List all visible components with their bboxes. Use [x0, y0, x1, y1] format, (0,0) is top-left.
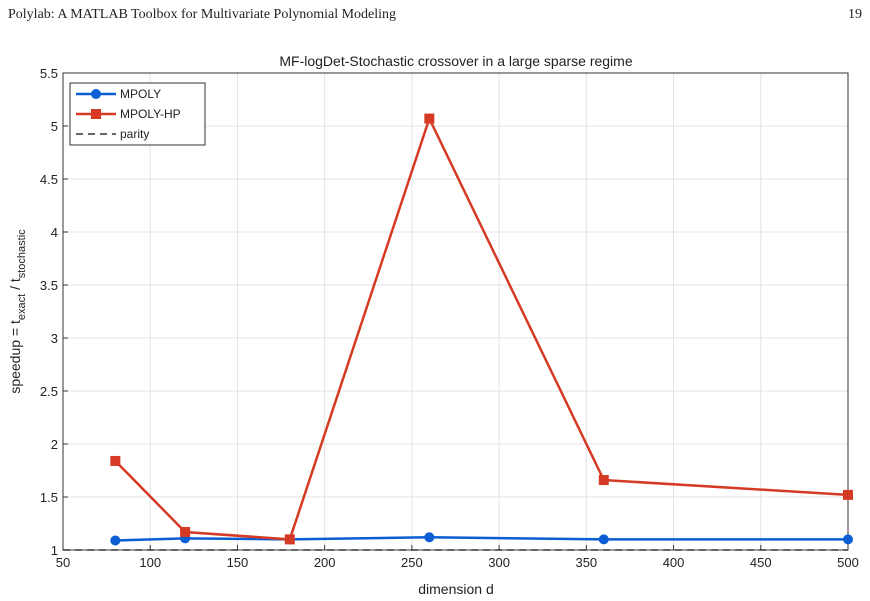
x-tick-label: 250 [401, 555, 423, 570]
y-tick-label: 4 [51, 225, 58, 240]
y-tick-label: 3 [51, 331, 58, 346]
y-tick-label: 1 [51, 543, 58, 558]
marker [110, 455, 121, 466]
series-line [115, 536, 848, 542]
x-tick-label: 350 [575, 555, 597, 570]
y-tick-label: 2.5 [40, 384, 58, 399]
legend-label: parity [120, 127, 149, 141]
chart-title: MF-logDet-Stochastic crossover in a larg… [279, 53, 632, 69]
axes-box [62, 72, 849, 551]
marker [424, 113, 435, 124]
y-axis-label: speedup = texact / tstochastic [7, 229, 28, 394]
y-label-part: exact [16, 294, 28, 320]
y-tick-label: 2 [51, 437, 58, 452]
y-tick-label: 3.5 [40, 278, 58, 293]
marker [110, 535, 121, 546]
legend-marker [91, 89, 101, 99]
y-tick-label: 5 [51, 119, 58, 134]
marker [598, 534, 609, 545]
marker [284, 534, 295, 545]
x-tick-label: 100 [139, 555, 161, 570]
x-tick-label: 200 [314, 555, 336, 570]
x-tick-label: 150 [227, 555, 249, 570]
plot-area [63, 73, 848, 550]
x-tick-label: 500 [837, 555, 859, 570]
x-tick-label: 400 [663, 555, 685, 570]
running-header: Polylab: A MATLAB Toolbox for Multivaria… [8, 7, 396, 22]
y-tick-label: 5.5 [40, 66, 58, 81]
marker [843, 534, 853, 545]
legend-label: MPOLY [120, 87, 161, 101]
x-tick-label: 50 [56, 555, 70, 570]
y-tick-label: 1.5 [40, 490, 58, 505]
x-axis-label: dimension d [418, 581, 494, 597]
marker [180, 526, 191, 537]
x-tick-label: 450 [750, 555, 772, 570]
page-number: 19 [848, 7, 862, 22]
marker [843, 489, 853, 500]
y-label-part: speedup = t [7, 320, 23, 394]
y-label-part: stochastic [16, 229, 28, 278]
x-tick-label: 300 [488, 555, 510, 570]
marker [424, 532, 435, 543]
series-line [114, 115, 849, 541]
legend-label: MPOLY-HP [120, 107, 181, 121]
legend-marker [91, 109, 101, 119]
y-tick-label: 4.5 [40, 172, 58, 187]
y-label-part: / t [7, 278, 23, 294]
marker [598, 475, 609, 486]
